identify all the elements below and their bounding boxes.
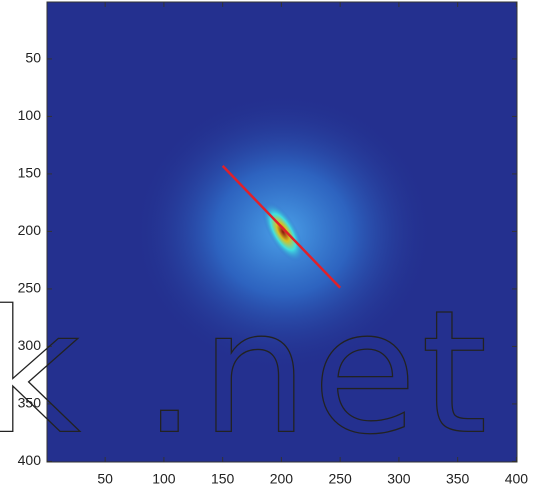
watermark: k .net bbox=[0, 274, 492, 472]
y-tick-label: 100 bbox=[18, 107, 42, 123]
x-tick-label: 300 bbox=[387, 471, 411, 487]
x-tick-label: 100 bbox=[152, 471, 176, 487]
y-tick-label: 200 bbox=[18, 222, 42, 238]
chart: 5010015020025030035040050100150200250300… bbox=[0, 0, 537, 502]
x-tick-label: 400 bbox=[505, 471, 529, 487]
y-tick-label: 150 bbox=[18, 165, 42, 181]
x-tick-label: 150 bbox=[211, 471, 235, 487]
x-tick-label: 200 bbox=[270, 471, 294, 487]
x-tick-label: 250 bbox=[328, 471, 352, 487]
y-tick-label: 50 bbox=[25, 50, 41, 66]
x-tick-label: 50 bbox=[97, 471, 113, 487]
x-tick-label: 350 bbox=[446, 471, 470, 487]
